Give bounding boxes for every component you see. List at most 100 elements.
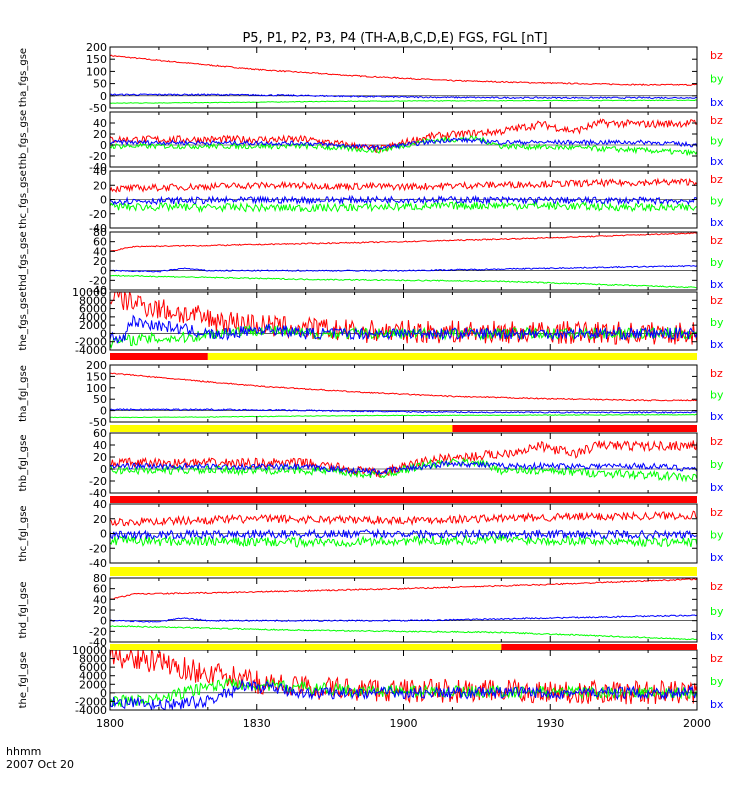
y-tick-label: 2000 — [79, 319, 107, 332]
series-by-line — [109, 457, 698, 483]
y-tick-label: -20 — [89, 475, 107, 488]
y-tick-label: -40 — [89, 284, 107, 297]
y-tick-label: -20 — [89, 542, 107, 555]
y-tick-label: -40 — [89, 557, 107, 570]
panel-frame — [109, 231, 698, 291]
legend-bz: bz — [710, 435, 723, 448]
y-tick-label: -40 — [89, 222, 107, 235]
y-tick-label: 20 — [93, 604, 107, 617]
series-bz-line — [109, 54, 697, 86]
y-tick-label: 0 — [100, 194, 107, 207]
legend-bz: bz — [710, 506, 723, 519]
y-tick-label: 0 — [100, 327, 107, 340]
y-tick-label: 50 — [93, 78, 107, 91]
series-bx-line — [109, 93, 698, 100]
x-tick-label: 1930 — [536, 717, 564, 730]
series-bx-line — [109, 528, 698, 541]
y-tick-label: 0 — [100, 615, 107, 628]
panel-frame — [109, 577, 698, 643]
y-tick-label: 200 — [86, 41, 107, 54]
x-tick-label: 2000 — [683, 717, 711, 730]
series-bz-line — [109, 291, 698, 345]
series-bx-line — [109, 678, 698, 711]
legend-bx: bx — [710, 410, 724, 423]
series-by-line — [109, 677, 698, 708]
series-by-line — [109, 625, 698, 641]
y-tick-label: 20 — [93, 128, 107, 141]
y-axis-label: thc_fgs_gse — [18, 170, 29, 229]
legend-bz: bz — [710, 652, 723, 665]
status-bar-red — [501, 644, 697, 650]
y-tick-label: 20 — [93, 255, 107, 268]
y-tick-label: 20 — [93, 451, 107, 464]
series-by-line — [109, 274, 698, 289]
y-tick-label: 0 — [100, 687, 107, 700]
y-tick-label: -40 — [89, 636, 107, 649]
y-tick-label: 60 — [93, 427, 107, 440]
y-axis-label: the_fgl_gse — [18, 652, 29, 709]
panel-frame — [109, 432, 698, 494]
legend-bx: bx — [710, 155, 724, 168]
y-tick-label: 4000 — [79, 670, 107, 683]
x-tick-label: 1830 — [243, 717, 271, 730]
legend-bz: bz — [710, 49, 723, 62]
status-bar-red — [452, 425, 697, 432]
y-tick-label: -2000 — [75, 336, 107, 349]
y-tick-label: 20 — [93, 179, 107, 192]
y-tick-label: 40 — [93, 245, 107, 258]
series-bx-line — [109, 314, 698, 344]
legend-by: by — [710, 256, 724, 269]
y-tick-label: -20 — [89, 208, 107, 221]
y-tick-label: 0 — [100, 463, 107, 476]
legend-by: by — [710, 389, 724, 402]
y-tick-label: -4000 — [75, 344, 107, 357]
series-bz-line — [109, 177, 698, 193]
y-tick-label: 40 — [93, 593, 107, 606]
y-tick-label: -4000 — [75, 704, 107, 717]
series-bz-line — [109, 439, 698, 479]
y-axis-label: thb_fgs_gse — [18, 110, 29, 169]
legend-bz: bz — [710, 114, 723, 127]
y-tick-label: 10000 — [72, 286, 107, 299]
y-axis-label: tha_fgl_gse — [18, 365, 29, 422]
y-tick-label: 100 — [86, 382, 107, 395]
legend-bx: bx — [710, 216, 724, 229]
y-tick-label: -20 — [89, 274, 107, 287]
y-axis-label: thb_fgl_gse — [18, 435, 29, 492]
legend-by: by — [710, 675, 724, 688]
legend-bz: bz — [710, 234, 723, 247]
series-by-line — [109, 200, 698, 214]
y-tick-label: 40 — [93, 165, 107, 178]
legend-bx: bx — [710, 481, 724, 494]
series-bx-line — [109, 194, 698, 206]
legend-bx: bx — [710, 338, 724, 351]
x-tick-label: 1900 — [390, 717, 418, 730]
status-bar-red — [110, 496, 697, 503]
legend-by: by — [710, 458, 724, 471]
y-tick-label: 0 — [100, 139, 107, 152]
y-tick-label: 80 — [93, 226, 107, 239]
y-tick-label: 4000 — [79, 311, 107, 324]
y-tick-label: -2000 — [75, 695, 107, 708]
y-tick-label: 40 — [93, 117, 107, 130]
y-axis-label: thd_fgl_gse — [18, 582, 29, 639]
y-axis-label: the_fgs_gse — [18, 291, 29, 350]
y-tick-label: 8000 — [79, 653, 107, 666]
time-label: hhmm — [6, 745, 41, 758]
legend-bz: bz — [710, 294, 723, 307]
y-tick-label: -20 — [89, 625, 107, 638]
y-tick-label: 0 — [100, 265, 107, 278]
x-tick-label: 1800 — [96, 717, 124, 730]
series-by-line — [109, 413, 697, 419]
y-axis-label: thd_fgs_gse — [18, 231, 29, 290]
y-tick-label: 10000 — [72, 644, 107, 657]
legend-bx: bx — [710, 630, 724, 643]
legend-bx: bx — [710, 96, 724, 109]
legend-bz: bz — [710, 580, 723, 593]
series-bx-line — [109, 408, 698, 414]
